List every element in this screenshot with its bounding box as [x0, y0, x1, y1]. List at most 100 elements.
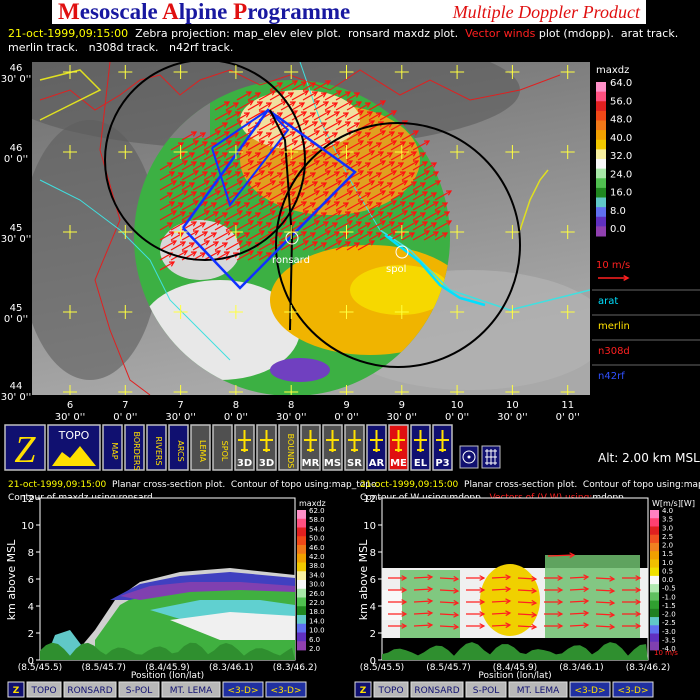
toolbar-button[interactable]: ME [388, 424, 409, 471]
toolbar-button[interactable]: Z [4, 424, 46, 471]
vector-head [353, 152, 361, 158]
vector [214, 152, 228, 161]
vector [368, 142, 382, 151]
panel-button[interactable]: MT. LEMA [508, 681, 568, 698]
vector [412, 140, 430, 151]
vector [357, 201, 373, 211]
grid-cross [118, 65, 133, 79]
vector [368, 220, 386, 231]
vector-head [531, 611, 538, 618]
vector-head [168, 201, 176, 207]
panel-button[interactable]: RONSARD [63, 681, 117, 698]
button-face [102, 424, 123, 471]
vector-head [531, 599, 538, 606]
panel-button[interactable]: S-POL [465, 681, 507, 698]
toolbar-button[interactable]: 3D [256, 424, 277, 471]
vector-head [412, 220, 420, 226]
vector-head [453, 611, 460, 618]
vector-head [313, 160, 321, 166]
toolbar-button[interactable]: P3 [432, 424, 453, 471]
toolbar-button[interactable]: MS [322, 424, 343, 471]
title-letter: e [80, 0, 90, 24]
colorbar-swatch [650, 641, 659, 651]
toolbar-button[interactable] [459, 445, 479, 469]
title-letter: a [290, 0, 302, 24]
colorbar-title: maxdz [299, 499, 326, 508]
panel-button[interactable]: <3-D> [265, 681, 307, 698]
vector-head [505, 574, 512, 581]
lon-label: 9 [399, 400, 405, 411]
vector [170, 160, 188, 171]
vector-head [335, 150, 343, 156]
vector-head [313, 100, 321, 106]
panel-button[interactable]: Z [7, 681, 25, 698]
panel-button[interactable]: <3-D> [569, 681, 611, 698]
toolbar-button[interactable]: EL [410, 424, 431, 471]
vector [379, 200, 397, 211]
vector [302, 202, 316, 211]
toolbar-button[interactable]: MR [300, 424, 321, 471]
panel-button[interactable]: S-POL [118, 681, 160, 698]
vector [159, 210, 177, 221]
button-icon [392, 430, 405, 452]
lon-label: 0' 0'' [334, 412, 358, 423]
vector [159, 222, 173, 231]
panel-button[interactable]: TOPO [26, 681, 62, 698]
vector [357, 210, 375, 221]
toolbar-button[interactable]: BORDERS [124, 424, 145, 471]
colorbar-swatch [596, 159, 606, 170]
river [379, 229, 590, 311]
button-icon [238, 430, 251, 452]
panel-button[interactable]: MT. LEMA [161, 681, 221, 698]
colorbar-swatch [297, 641, 306, 651]
panel-button[interactable]: TOPO [373, 681, 409, 698]
site-label: spol [386, 264, 406, 275]
vector [291, 111, 307, 121]
toolbar-button[interactable]: RIVERS [146, 424, 167, 471]
vector [412, 182, 426, 191]
toolbar-button[interactable]: ARCS [168, 424, 189, 471]
vector-head [390, 230, 398, 236]
vector-head [379, 220, 387, 226]
panel-button[interactable]: <3-D> [222, 681, 264, 698]
toolbar-button[interactable]: LEMA [190, 424, 211, 471]
panel-button[interactable]: RONSARD [410, 681, 464, 698]
lat-label: 45 [10, 303, 23, 314]
vector [357, 150, 375, 161]
colorbar-label: 42.0 [309, 553, 325, 561]
vector-head [353, 182, 361, 188]
vector [302, 112, 316, 121]
vector [346, 230, 364, 241]
toolbar-button[interactable]: SPOL [212, 424, 233, 471]
grid-cross [505, 385, 520, 395]
vector-head [386, 212, 394, 218]
toolbar-button[interactable]: MAP [102, 424, 123, 471]
vector-head [427, 574, 434, 581]
vector [517, 577, 537, 580]
vector-head [346, 160, 354, 166]
vector-head [245, 211, 253, 217]
vector-head [256, 101, 264, 107]
button-icon [485, 449, 497, 465]
vector [269, 91, 285, 101]
vector [258, 192, 272, 201]
vector [569, 600, 589, 603]
vector [595, 589, 615, 592]
button-face [612, 681, 654, 698]
vector-head [366, 201, 374, 207]
panel-button[interactable]: Z [354, 681, 372, 698]
toolbar-button[interactable]: AR [366, 424, 387, 471]
info-segment: plot (mdopp). arat track. [535, 27, 678, 40]
vector [517, 625, 537, 628]
button-icon [467, 455, 471, 459]
vector-head [479, 623, 486, 629]
panel-button[interactable]: <3-D> [612, 681, 654, 698]
toolbar-button[interactable] [481, 445, 501, 469]
grid-cross [560, 145, 575, 159]
vector [258, 90, 276, 101]
vector-head [258, 230, 266, 236]
toolbar-button[interactable]: BOUNDS [278, 424, 299, 471]
toolbar-button[interactable]: 3D [234, 424, 255, 471]
toolbar-button[interactable]: TOPO [47, 424, 101, 471]
toolbar-button[interactable]: SR [344, 424, 365, 471]
